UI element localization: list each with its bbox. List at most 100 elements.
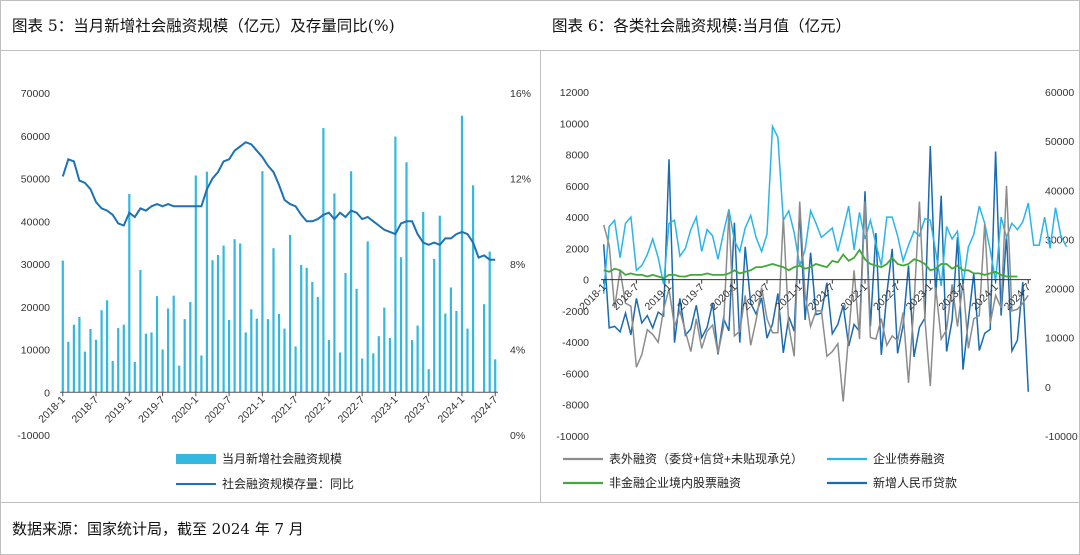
right-y-tick-label: 12% [510, 174, 531, 186]
x-tick-label: 2018-1 [577, 281, 609, 313]
bar [366, 241, 369, 393]
bar [372, 353, 375, 393]
bar [266, 319, 269, 393]
bar [411, 340, 414, 393]
bar [466, 328, 469, 393]
bar [128, 193, 131, 393]
x-tick-label: 2020-1 [169, 394, 201, 426]
bar [272, 248, 275, 393]
bar [228, 320, 231, 393]
bar [322, 128, 325, 393]
right-y-tick-label: 30000 [1045, 234, 1074, 246]
left-y-tick-label: 70000 [21, 88, 50, 100]
left-y-tick-label: -4000 [562, 337, 589, 349]
bar [183, 319, 186, 393]
bar [449, 287, 452, 393]
series-line [602, 185, 1029, 402]
right-y-tick-label: 0 [1045, 382, 1051, 394]
right-y-tick-label: 8% [510, 259, 525, 271]
x-tick-label: 2018-7 [70, 394, 102, 426]
left-y-tick-label: 12000 [560, 87, 589, 99]
left-y-tick-label: 0 [44, 387, 50, 399]
bar [388, 338, 391, 393]
left-chart-title: 图表 5：当月新增社会融资规模（亿元）及存量同比(%) [12, 17, 395, 35]
bar [106, 300, 109, 393]
bar [327, 340, 330, 393]
right-y-tick-label: 4% [510, 345, 525, 357]
legend-swatch-bar [176, 454, 216, 464]
bar [94, 339, 98, 393]
bar [289, 234, 292, 393]
legend-label: 当月新增社会融资规模 [222, 451, 342, 466]
bar [61, 260, 64, 393]
bar [150, 332, 153, 393]
left-y-tick-label: 0 [583, 275, 589, 287]
x-tick-label: 2022-7 [336, 394, 368, 426]
left-y-tick-label: 2000 [566, 243, 590, 255]
bar [344, 273, 347, 393]
left-y-tick-label: -6000 [562, 368, 589, 380]
legend-label: 企业债券融资 [873, 451, 945, 466]
right-y-tick-label: 40000 [1045, 185, 1074, 197]
bar [111, 361, 114, 393]
bar [222, 245, 225, 393]
bar [433, 258, 436, 393]
x-tick-label: 2020-7 [203, 394, 235, 426]
legend-label: 新增人民币贷款 [873, 475, 957, 490]
left-chart: -10000 0 10000 20000 30000 40000 50000 60000 700… [17, 88, 531, 491]
left-y-tick-label: -2000 [562, 306, 589, 318]
left-y-tick-label: 40000 [21, 216, 50, 228]
bar [172, 295, 175, 393]
x-tick-label: 2018-7 [610, 281, 642, 313]
bar [311, 282, 314, 393]
bar [205, 171, 208, 393]
bar [155, 296, 159, 393]
bar [139, 270, 142, 393]
x-tick-label: 2019-1 [103, 394, 135, 426]
bar [194, 175, 197, 393]
left-y-tick-label: 10000 [21, 345, 50, 357]
left-y-tick-label: 8000 [566, 150, 590, 162]
right-y-tick-label: 50000 [1045, 136, 1074, 148]
bar [133, 361, 136, 393]
left-y-tick-label: 60000 [21, 131, 50, 143]
bar [144, 333, 147, 393]
bar [300, 264, 303, 393]
bar [488, 251, 491, 393]
x-tick-label: 2021-1 [236, 394, 268, 426]
x-tick-label: 2022-1 [302, 394, 334, 426]
left-y-tick-label: 4000 [566, 212, 590, 224]
bar [444, 313, 447, 393]
right-y-tick-label: 60000 [1045, 87, 1074, 99]
bar [83, 351, 86, 393]
panel-divider [540, 50, 541, 502]
bar [89, 329, 92, 393]
growth-line [61, 141, 496, 261]
bar [460, 115, 464, 393]
bar [416, 325, 419, 393]
legend-label: 表外融资（委贷+信贷+未贴现承兑） [609, 452, 803, 466]
bar [350, 171, 353, 393]
x-tick-label: 2023-7 [402, 394, 434, 426]
left-y-tick-label: 6000 [566, 181, 590, 193]
bar [244, 332, 247, 393]
bar [399, 257, 403, 393]
left-y-tick-label: -10000 [556, 431, 589, 443]
right-y-tick-label: 16% [510, 88, 531, 100]
bar [233, 239, 236, 393]
bar [117, 328, 120, 393]
bar [189, 302, 192, 393]
bar [333, 193, 336, 393]
bar [455, 311, 458, 393]
bar [250, 309, 253, 393]
left-y-tick-label: 20000 [21, 302, 50, 314]
footer-divider [0, 502, 1080, 503]
bar [316, 296, 319, 393]
bar [472, 185, 475, 393]
bar [255, 318, 258, 393]
x-tick-label: 2022-1 [838, 281, 870, 313]
x-tick-label: 2019-7 [675, 281, 707, 313]
right-chart-title: 图表 6：各类社会融资规模:当月值（亿元） [552, 17, 852, 35]
x-tick-label: 2024-7 [469, 394, 501, 426]
bar [122, 324, 125, 393]
